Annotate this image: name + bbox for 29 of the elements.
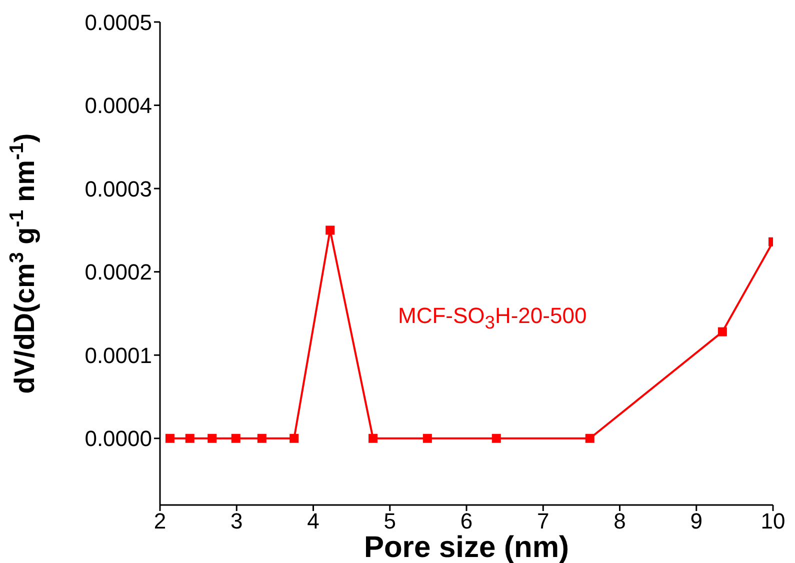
point [326,226,335,235]
point [718,327,727,336]
text: MCF-SO$_{3}$H-20-500 [398,303,587,334]
x-axis-title: Pore size (nm) [364,531,570,563]
y-tick-label: 0.0000 [84,426,152,452]
y-tick-label: 0.0005 [84,10,152,35]
point [165,434,174,443]
point [422,434,432,443]
y-tick-label: 0.0003 [84,176,152,202]
x-tick-label: 8 [614,508,626,534]
y-tick-label: 0.0004 [84,93,152,118]
point [257,434,266,443]
x-tick-label: 4 [307,508,320,534]
x-tick-label: 5 [384,508,396,534]
point [492,434,501,443]
x-tick-label: 7 [537,508,550,534]
point [368,434,378,443]
y-tick-label: 0.0002 [84,260,152,285]
point [290,434,299,443]
point [185,434,194,443]
point [208,434,217,443]
x-tick-label: 3 [230,508,243,534]
point [585,434,594,443]
x-tick-label: 6 [460,508,473,534]
x-tick-label: 2 [154,508,166,534]
y-tick-label: 0.0001 [84,342,152,368]
x-tick-label: 10 [760,508,786,534]
point [231,434,240,443]
x-tick-label: 9 [690,508,702,534]
